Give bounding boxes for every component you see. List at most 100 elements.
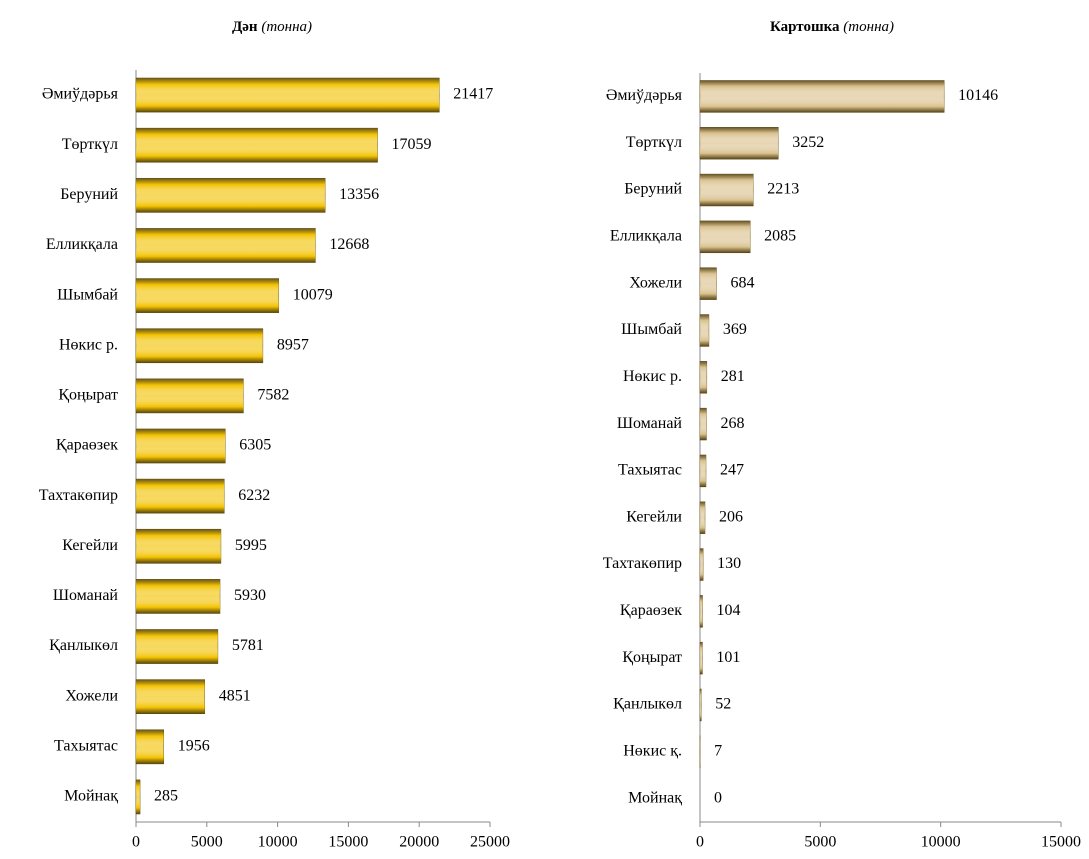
bar-shade	[136, 680, 205, 714]
bar-shade	[136, 579, 220, 613]
value-label: 101	[716, 649, 740, 666]
category-label: Хожели	[629, 274, 682, 291]
bar-shade	[136, 128, 378, 162]
chart-title: Картошка (тонна)	[770, 19, 894, 35]
category-label: Қанлыкөл	[49, 637, 118, 654]
value-label: 13356	[339, 186, 379, 203]
bar-shade	[136, 780, 140, 814]
x-tick-label: 20000	[399, 834, 439, 851]
value-label: 130	[717, 555, 741, 572]
value-label: 17059	[392, 136, 432, 153]
value-label: 2085	[764, 228, 796, 245]
x-tick-label: 0	[132, 834, 140, 851]
bar-shade	[700, 455, 706, 487]
category-label: Хожели	[65, 687, 118, 704]
bar-shade	[700, 595, 703, 627]
category-label: Әмиўдәрья	[606, 87, 683, 104]
category-label: Қараөзек	[620, 602, 682, 619]
x-tick-label: 10000	[921, 834, 961, 851]
value-label: 281	[721, 368, 745, 385]
category-label: Қоңырат	[622, 649, 682, 666]
category-label: Беруний	[60, 186, 118, 203]
value-label: 6305	[239, 437, 271, 454]
value-label: 206	[719, 508, 743, 525]
bar-shade	[700, 689, 701, 721]
category-label: Шоманай	[53, 587, 119, 604]
bar-shade	[136, 429, 225, 463]
bar-shade	[700, 80, 944, 112]
value-label: 3252	[792, 134, 824, 151]
title: Дән	[232, 19, 258, 35]
category-label: Қараөзек	[56, 437, 118, 454]
category-label: Нөкис қ.	[623, 742, 682, 759]
category-label: Тахтакөпир	[603, 555, 682, 572]
x-tick-label: 25000	[470, 834, 510, 851]
value-label: 12668	[329, 236, 369, 253]
bar-shade	[700, 408, 706, 440]
bar-shade	[700, 502, 705, 534]
value-label: 369	[723, 321, 747, 338]
bar-shade	[700, 268, 716, 300]
category-label: Қоңырат	[58, 387, 118, 404]
value-label: 247	[720, 462, 744, 479]
category-label: Төрткүл	[62, 136, 118, 153]
category-label: Кегейли	[62, 537, 118, 554]
bar-shade	[136, 629, 218, 663]
bar-shade	[136, 479, 224, 513]
chart-title: Дән (тонна)	[232, 19, 312, 35]
category-label: Тахыятас	[54, 737, 118, 754]
value-label: 4851	[219, 687, 251, 704]
bar-shade	[700, 315, 709, 347]
value-label: 21417	[453, 86, 493, 103]
bar-shade	[136, 279, 279, 313]
value-label: 10146	[958, 87, 998, 104]
value-label: 285	[154, 788, 178, 805]
category-label: Елликқала	[610, 228, 682, 245]
value-label: 2213	[767, 181, 799, 198]
value-label: 8957	[277, 336, 309, 353]
category-label: Қанлыкөл	[613, 696, 682, 713]
category-label: Тахтакөпир	[39, 487, 118, 504]
value-label: 10079	[293, 286, 333, 303]
category-label: Кегейли	[626, 508, 682, 525]
value-label: 5930	[234, 587, 266, 604]
bar-shade	[700, 127, 778, 159]
value-label: 7582	[257, 387, 289, 404]
bar-shade	[136, 329, 263, 363]
x-tick-label: 15000	[328, 834, 368, 851]
bar-shade	[136, 228, 315, 262]
title: Картошка	[770, 19, 840, 35]
value-label: 1956	[178, 737, 210, 754]
value-label: 0	[714, 789, 722, 806]
x-tick-label: 15000	[1041, 834, 1081, 851]
title-unit: (тонна)	[843, 19, 894, 35]
title-unit: (тонна)	[261, 19, 312, 35]
category-label: Нөкис р.	[59, 336, 118, 353]
bar-shade	[700, 221, 750, 253]
category-label: Тахыятас	[618, 462, 682, 479]
bar-shade	[136, 730, 164, 764]
value-label: 684	[730, 274, 754, 291]
category-label: Мойнақ	[628, 789, 682, 806]
category-label: Шымбай	[621, 321, 682, 338]
value-label: 5995	[235, 537, 267, 554]
x-tick-label: 10000	[258, 834, 298, 851]
value-label: 7	[714, 742, 722, 759]
value-label: 6232	[238, 487, 270, 504]
category-label: Әмиўдәрья	[42, 86, 119, 103]
category-label: Нөкис р.	[623, 368, 682, 385]
category-label: Шоманай	[617, 415, 683, 432]
value-label: 104	[717, 602, 741, 619]
bar-shade	[700, 642, 702, 674]
value-label: 268	[720, 415, 744, 432]
value-label: 52	[715, 696, 731, 713]
bar-shade	[136, 178, 325, 212]
bar-shade	[136, 379, 243, 413]
category-label: Шымбай	[57, 286, 118, 303]
x-tick-label: 5000	[191, 834, 223, 851]
bar-shade	[700, 549, 703, 581]
bar-shade	[700, 174, 753, 206]
category-label: Елликқала	[46, 236, 118, 253]
x-tick-label: 0	[696, 834, 704, 851]
